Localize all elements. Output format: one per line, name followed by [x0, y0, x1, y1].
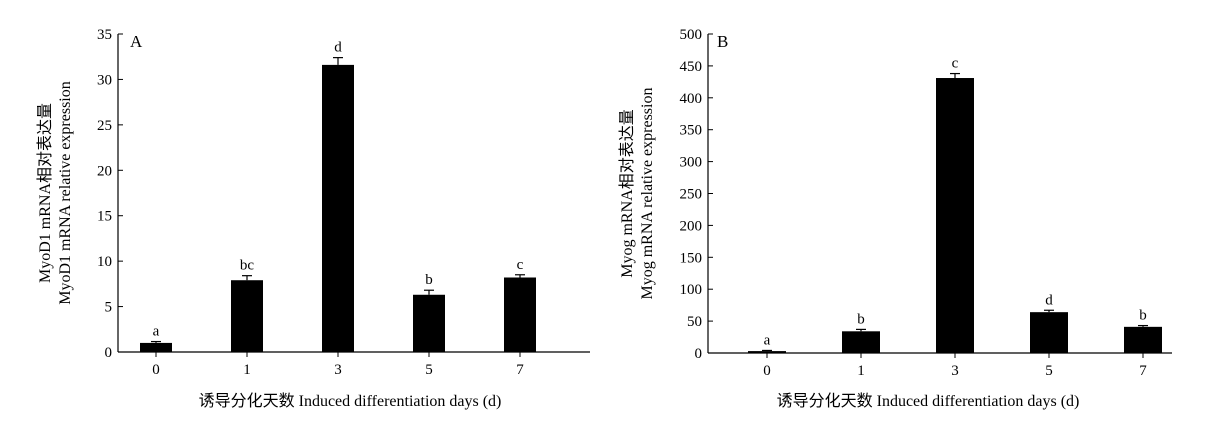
y-tick-label: 50	[687, 314, 702, 330]
x-tick-label: 1	[857, 363, 865, 379]
y-tick-label: 30	[97, 72, 112, 88]
bar	[1030, 312, 1068, 353]
x-tick-label: 0	[763, 363, 771, 379]
y-tick-label: 10	[97, 254, 112, 270]
y-axis-title-en: Myog mRNA relative expression	[639, 88, 656, 300]
significance-letter: d	[1045, 292, 1053, 308]
bar	[936, 78, 974, 353]
y-tick-label: 20	[97, 163, 112, 179]
panel-b-chart: 0 50 100 150 200 250 300 350 400 450 500 a 0 b 1 c 3 d 5 b 7…	[618, 27, 1172, 410]
y-tick-label: 300	[680, 155, 703, 171]
y-axis-title-cn: MyoD1 mRNA相对表达量	[36, 103, 54, 283]
significance-letter: bc	[240, 258, 255, 274]
x-axis-title: 诱导分化天数 Induced differentiation days (d)	[777, 392, 1080, 410]
y-tick-label: 35	[97, 27, 112, 43]
significance-letter: b	[1139, 308, 1147, 324]
x-tick-label: 5	[1045, 363, 1053, 379]
bar	[1124, 326, 1162, 353]
bar	[504, 277, 536, 352]
y-tick-label: 400	[680, 91, 703, 107]
significance-letter: a	[153, 324, 160, 340]
y-tick-label: 150	[680, 250, 703, 266]
y-tick-label: 0	[695, 346, 703, 362]
x-axis-title: 诱导分化天数 Induced differentiation days (d)	[199, 392, 502, 410]
x-tick-label: 3	[951, 363, 959, 379]
y-tick-label: 0	[105, 345, 113, 361]
panel-letter: B	[717, 32, 728, 51]
y-tick-label: 100	[680, 282, 703, 298]
panel-letter: A	[130, 32, 143, 51]
significance-letter: c	[952, 56, 959, 72]
x-tick-label: 3	[334, 362, 342, 378]
y-tick-label: 25	[97, 118, 112, 134]
bar	[322, 64, 354, 353]
bar	[140, 342, 172, 352]
y-tick-label: 450	[680, 59, 703, 75]
significance-letter: a	[764, 332, 771, 348]
y-tick-label: 200	[680, 218, 703, 234]
y-tick-label: 15	[97, 209, 112, 225]
significance-letter: c	[517, 257, 524, 273]
x-tick-label: 1	[243, 362, 251, 378]
y-tick-label: 250	[680, 187, 703, 203]
panel-a-chart: 0 5 10 15 20 25 30 35 a 0 bc 1 d 3 b 5 c 7 A 诱导分化天数 Induced…	[36, 27, 590, 410]
bar	[231, 280, 263, 352]
y-tick-label: 350	[680, 123, 703, 139]
x-tick-label: 7	[516, 362, 524, 378]
y-tick-label: 500	[680, 27, 703, 43]
bar	[748, 351, 786, 353]
x-tick-label: 0	[152, 362, 160, 378]
significance-letter: d	[334, 40, 342, 56]
bar	[842, 331, 880, 353]
y-tick-label: 5	[105, 300, 113, 316]
significance-letter: b	[857, 311, 865, 327]
x-tick-label: 7	[1139, 363, 1147, 379]
y-axis-title-en: MyoD1 mRNA relative expression	[57, 81, 74, 305]
significance-letter: b	[425, 272, 433, 288]
bar	[413, 294, 445, 352]
x-tick-label: 5	[425, 362, 433, 378]
y-axis-title-cn: Myog mRNA相对表达量	[618, 109, 636, 277]
